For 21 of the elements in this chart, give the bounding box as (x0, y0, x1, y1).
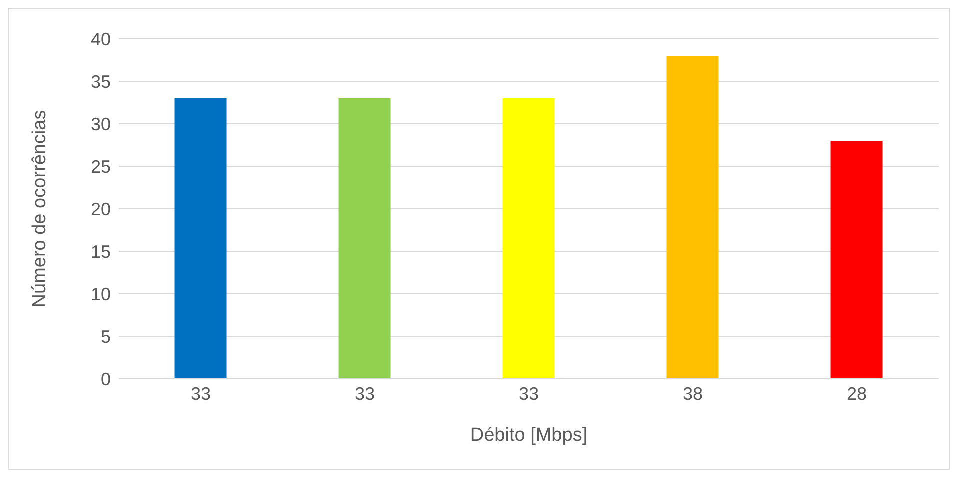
y-tick-label: 35 (90, 72, 111, 92)
x-tick-label: 33 (190, 384, 212, 404)
x-tick-label: 33 (354, 384, 376, 404)
y-axis-title: Número de ocorrências (30, 110, 51, 308)
y-tick-label: 30 (90, 114, 111, 134)
y-tick-label: 0 (100, 369, 111, 390)
y-tick-label: 5 (100, 326, 111, 347)
bar (830, 141, 883, 379)
bar (174, 98, 227, 379)
x-tick-label: 38 (682, 384, 704, 404)
y-tick-label: 10 (90, 284, 111, 304)
bar (338, 98, 391, 379)
y-tick-label: 40 (90, 29, 111, 50)
x-axis-title: Débito [Mbps] (470, 425, 588, 446)
y-tick-label: 20 (90, 199, 111, 220)
x-tick-label: 28 (846, 384, 868, 404)
x-tick-label: 33 (518, 384, 540, 404)
y-tick-label: 25 (90, 156, 111, 177)
bar (666, 56, 719, 379)
bar (502, 98, 555, 379)
y-tick-label: 15 (90, 242, 111, 262)
